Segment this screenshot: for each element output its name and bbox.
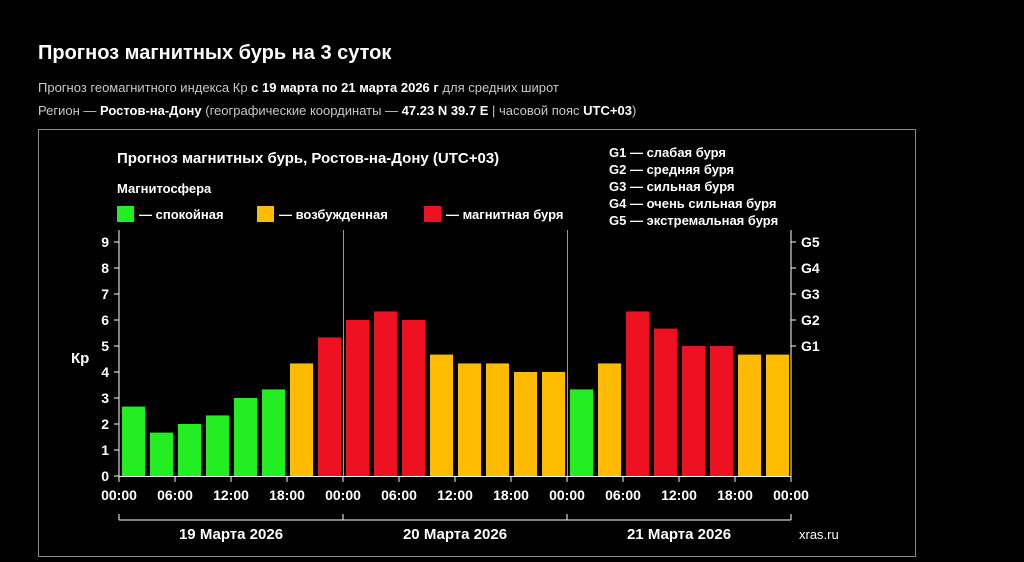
bar-excited (486, 363, 509, 476)
bar-excited (458, 363, 481, 476)
bar-calm (150, 432, 173, 476)
region-text: ) (631, 103, 637, 118)
bar-calm (178, 424, 201, 476)
g-tick-label: G4 (801, 260, 820, 276)
bar-calm (122, 406, 145, 476)
y-tick-label: 5 (101, 338, 109, 354)
bar-calm (570, 389, 593, 476)
storm-scale-item: G2 — средняя буря (609, 162, 734, 177)
chart-frame: Прогноз магнитных бурь, Ростов-на-Дону (… (38, 129, 916, 557)
x-tick-label: 00:00 (325, 487, 361, 503)
y-tick-label: 0 (101, 468, 109, 484)
storm-scale-item: G5 — экстремальная буря (609, 213, 778, 228)
storm-scale-item: G3 — сильная буря (609, 179, 735, 194)
legend-label-calm: — спокойная (139, 207, 224, 222)
g-tick-label: G3 (801, 286, 820, 302)
kp-forecast-chart: Прогноз магнитных бурь, Ростов-на-Дону (… (71, 145, 839, 543)
bar-storm (346, 320, 369, 476)
bar-storm (654, 328, 677, 476)
legend-title: Магнитосфера (117, 181, 212, 196)
forecast-subtitle: Прогноз геомагнитного индекса Кр с 19 ма… (38, 80, 559, 95)
y-tick-label: 1 (101, 442, 109, 458)
x-tick-label: 06:00 (381, 487, 417, 503)
bar-excited (430, 354, 453, 476)
y-tick-label: 7 (101, 286, 109, 302)
bar-excited (766, 354, 789, 476)
bar-storm (402, 320, 425, 476)
storm-scale-item: G1 — слабая буря (609, 145, 726, 160)
legend-swatch-excited (257, 206, 274, 222)
day-label: 19 Марта 2026 (179, 526, 283, 543)
x-tick-label: 12:00 (437, 487, 473, 503)
region-text: | часовой пояс (488, 103, 584, 118)
bar-storm (626, 311, 649, 476)
x-tick-label: 18:00 (269, 487, 305, 503)
legend-swatch-storm (424, 206, 441, 222)
region-text: Регион — (38, 103, 100, 118)
y-tick-label: 3 (101, 390, 109, 406)
day-label: 20 Марта 2026 (403, 526, 507, 543)
subtitle-text: Прогноз геомагнитного индекса Кр (38, 80, 252, 95)
legend-swatch-calm (117, 206, 134, 222)
page-title: Прогноз магнитных бурь на 3 суток (38, 42, 392, 64)
region-name: Ростов-на-Дону (99, 103, 202, 118)
x-tick-label: 00:00 (101, 487, 137, 503)
bar-excited (598, 363, 621, 476)
bar-storm (682, 346, 705, 476)
x-tick-label: 06:00 (605, 487, 641, 503)
y-tick-label: 2 (101, 416, 109, 432)
g-tick-label: G5 (801, 234, 820, 250)
x-tick-label: 00:00 (773, 487, 809, 503)
bar-calm (206, 415, 229, 476)
bar-storm (374, 311, 397, 476)
bar-excited (290, 363, 313, 476)
region-text: (географические координаты — (201, 103, 402, 118)
chart-title: Прогноз магнитных бурь, Ростов-на-Дону (… (117, 150, 499, 167)
x-tick-label: 18:00 (493, 487, 529, 503)
bar-storm (710, 346, 733, 476)
x-tick-label: 18:00 (717, 487, 753, 503)
y-tick-label: 9 (101, 234, 109, 250)
y-tick-label: 4 (101, 364, 109, 380)
g-tick-label: G2 (801, 312, 820, 328)
x-tick-label: 00:00 (549, 487, 585, 503)
forecast-period: с 19 марта по 21 марта 2026 г (251, 80, 439, 95)
bar-calm (234, 398, 257, 476)
storm-scale-item: G4 — очень сильная буря (609, 196, 776, 211)
region-line: Регион — Ростов-на-Дону (географические … (38, 103, 636, 118)
bar-excited (738, 354, 761, 476)
day-label: 21 Марта 2026 (627, 526, 731, 543)
bar-excited (514, 372, 537, 476)
y-tick-label: 8 (101, 260, 109, 276)
y-tick-label: 6 (101, 312, 109, 328)
g-tick-label: G1 (801, 338, 820, 354)
y-axis-label: Кр (71, 350, 89, 367)
region-timezone: UTC+03 (583, 103, 632, 118)
subtitle-text: для средних широт (438, 80, 559, 95)
x-tick-label: 06:00 (157, 487, 193, 503)
x-tick-label: 12:00 (213, 487, 249, 503)
legend-label-excited: — возбужденная (279, 207, 388, 222)
region-coordinates: 47.23 N 39.7 E (401, 103, 489, 118)
bar-calm (262, 389, 285, 476)
bar-storm (318, 337, 341, 476)
watermark: xras.ru (799, 527, 839, 542)
bar-excited (542, 372, 565, 476)
x-tick-label: 12:00 (661, 487, 697, 503)
legend-label-storm: — магнитная буря (446, 207, 563, 222)
